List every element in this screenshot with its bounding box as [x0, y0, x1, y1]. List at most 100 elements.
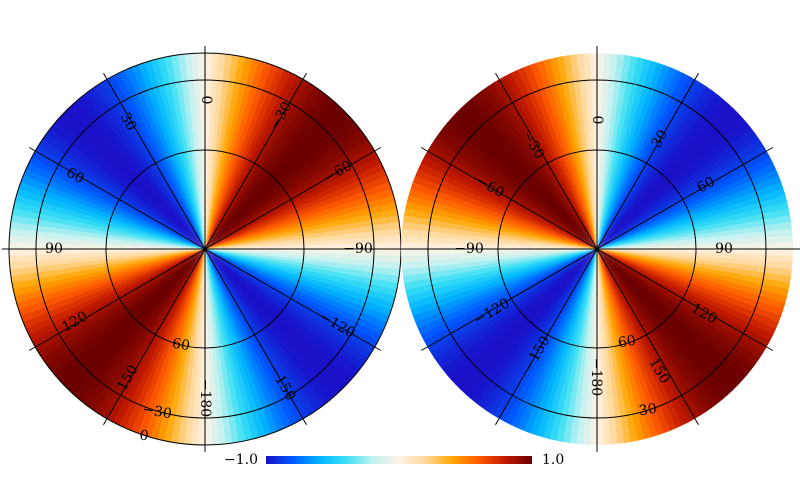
- right-field-wedge: [597, 221, 793, 249]
- right-field-wedge: [434, 132, 597, 249]
- left-field-wedge: [205, 163, 385, 249]
- left-field-wedge: [101, 78, 205, 249]
- right-meridian-tick: [420, 346, 428, 351]
- left-field-wedge: [205, 249, 326, 409]
- left-meridian-tick: [302, 72, 307, 80]
- left-field-wedge: [205, 117, 357, 249]
- right-meridian-line: [596, 79, 696, 250]
- left-field-wedge: [205, 242, 401, 251]
- left-meridian-line: [106, 248, 206, 419]
- right-field-wedge: [503, 249, 597, 426]
- right-meridian-tick: [766, 147, 774, 152]
- right-field-wedge: [569, 53, 597, 249]
- left-field-wedge: [28, 155, 206, 249]
- right-field-wedge: [597, 123, 753, 249]
- right-field-wedge: [597, 145, 768, 249]
- left-lat-label-30: −30: [141, 402, 173, 423]
- right-field-wedge: [430, 249, 597, 359]
- right-lon-label-neg90: −90: [454, 241, 484, 257]
- right-field-wedge: [420, 155, 597, 249]
- left-meridian-line: [35, 150, 206, 250]
- right-field-wedge: [576, 53, 597, 249]
- right-field-wedge: [597, 249, 764, 360]
- right-field-wedge: [420, 249, 597, 342]
- right-meridian-line: [427, 150, 598, 250]
- left-field-wedge: [38, 249, 206, 359]
- left-field-wedge: [46, 127, 206, 249]
- left-field-wedge: [41, 249, 205, 365]
- left-field-wedge: [45, 249, 205, 370]
- left-field-wedge: [205, 228, 401, 249]
- left-meridian-tick: [302, 418, 307, 426]
- left-field-wedge: [205, 249, 385, 337]
- right-field-wedge: [597, 249, 752, 377]
- right-field-wedge: [597, 82, 708, 249]
- right-field-wedge: [445, 249, 597, 381]
- left-field-wedge: [191, 53, 205, 249]
- left-field-wedge: [72, 249, 205, 400]
- left-field-wedge: [184, 53, 205, 249]
- left-meridian-line: [106, 79, 206, 250]
- left-field-wedge: [205, 133, 369, 249]
- left-meridian-line: [204, 79, 304, 250]
- left-field-wedge: [205, 128, 365, 249]
- left-field-wedge: [88, 249, 205, 412]
- right-field-wedge: [597, 98, 730, 249]
- left-field-wedge: [59, 111, 206, 250]
- right-meridian-line: [596, 248, 767, 348]
- left-field-wedge: [38, 138, 205, 249]
- right-field-wedge: [511, 69, 597, 249]
- left-field-wedge: [111, 249, 205, 426]
- right-field-wedge: [597, 112, 744, 249]
- left-field-wedge: [35, 143, 206, 249]
- left-field-wedge: [205, 249, 233, 445]
- right-meridian-tick: [766, 346, 774, 351]
- right-meridian-line: [596, 248, 696, 419]
- left-lon-label-90: 90: [45, 241, 63, 257]
- left-field-wedge: [205, 249, 342, 396]
- left-meridian-tick: [374, 346, 382, 351]
- colorbar-min-label: −1.0: [224, 452, 258, 468]
- right-field-wedge: [427, 143, 597, 249]
- right-field-wedge: [597, 139, 764, 249]
- right-field-wedges: [401, 53, 793, 445]
- right-field-wedge: [493, 78, 597, 249]
- left-meridian-tick: [374, 147, 382, 152]
- left-field-wedge: [205, 249, 298, 426]
- right-field-wedge: [437, 249, 597, 370]
- right-field-wedge: [597, 103, 735, 249]
- left-field-wedge: [68, 102, 205, 250]
- right-field-wedge: [451, 111, 597, 250]
- left-field-wedge: [205, 82, 316, 249]
- right-field-wedge: [597, 249, 690, 426]
- right-field-wedge: [595, 249, 604, 445]
- right-field-wedge: [456, 107, 597, 249]
- right-field-wedge: [597, 249, 718, 409]
- left-field-wedge: [205, 90, 327, 250]
- left-field-wedge: [205, 72, 299, 249]
- left-field-wedge: [67, 249, 206, 395]
- left-field-wedge: [99, 249, 205, 419]
- right-field-wedge: [597, 235, 793, 249]
- left-field-wedge: [205, 249, 291, 429]
- right-meridian-tick: [694, 418, 699, 426]
- left-field-wedge: [205, 249, 321, 413]
- left-field-wedge: [205, 249, 337, 401]
- left-field-wedge: [205, 221, 401, 249]
- left-meridian-line: [204, 248, 304, 419]
- left-field-wedge: [9, 247, 205, 256]
- right-meridian-tick: [495, 72, 500, 80]
- left-field-wedge: [34, 249, 205, 353]
- right-field-wedge: [597, 249, 618, 445]
- right-field-wedge: [597, 128, 757, 249]
- left-field-wedge: [63, 249, 206, 390]
- right-meridian-line: [427, 248, 598, 348]
- left-field-wedge: [77, 249, 205, 404]
- left-lon-label-30: 30: [117, 110, 140, 133]
- left-field-wedge: [205, 249, 331, 405]
- right-meridian-line: [498, 79, 598, 250]
- left-field-wedge: [205, 249, 372, 360]
- right-field-wedge: [597, 249, 748, 382]
- right-meridian-tick: [495, 418, 500, 426]
- left-polar-map: 0 30 −30 60 −60 90 −90 120 −120 150 −150…: [2, 46, 408, 452]
